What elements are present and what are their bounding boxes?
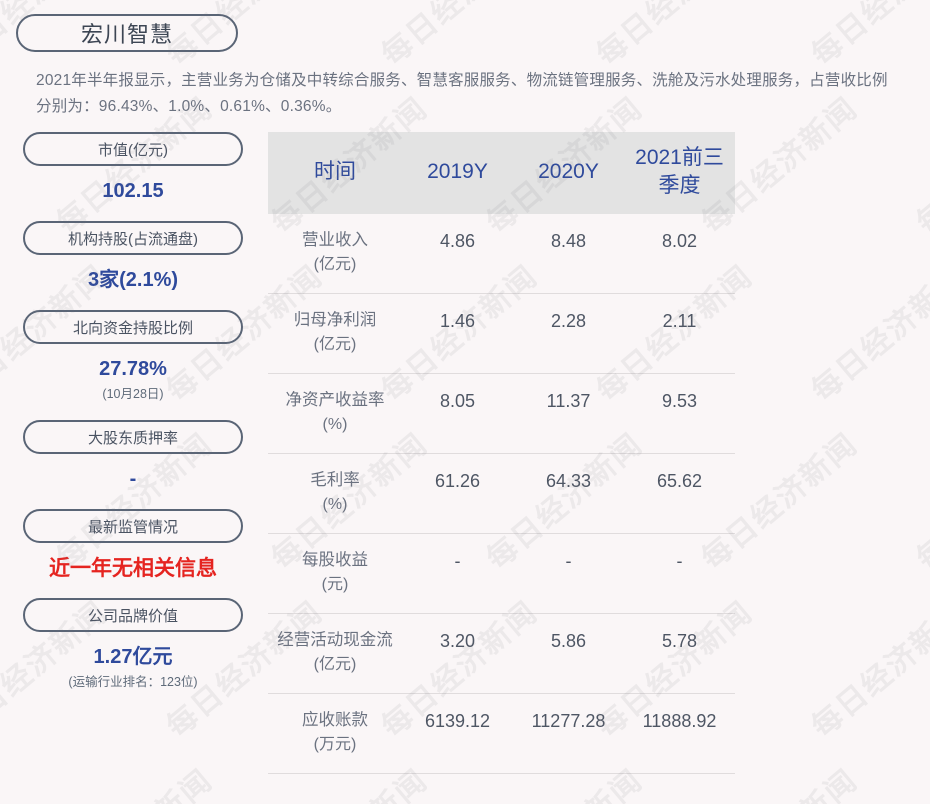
metric-block: 机构持股(占流通盘) 3家(2.1%) bbox=[14, 221, 252, 294]
row-value-cell: 8.48 bbox=[513, 214, 624, 294]
row-label-cell: 应收账款 (万元) bbox=[268, 693, 402, 774]
table-col-header-time: 时间 bbox=[268, 132, 402, 214]
row-unit: (亿元) bbox=[313, 336, 357, 353]
row-value-cell: 4.86 bbox=[402, 214, 513, 294]
table-header-row: 时间 2019Y 2020Y 2021前三季度 bbox=[268, 132, 735, 214]
table-row: 每股收益 (元) - - - bbox=[268, 533, 735, 614]
table-row: 净资产收益率 (%) 8.05 11.37 9.53 bbox=[268, 373, 735, 454]
row-value-cell: - bbox=[513, 533, 624, 614]
row-unit: (元) bbox=[321, 576, 349, 593]
row-unit: (万元) bbox=[313, 736, 357, 753]
row-unit: (%) bbox=[322, 496, 348, 513]
row-value-cell: 6139.12 bbox=[402, 693, 513, 774]
row-unit: (亿元) bbox=[313, 656, 357, 673]
metric-value-alert: 近一年无相关信息 bbox=[49, 557, 217, 580]
row-value-cell: 5.78 bbox=[624, 613, 735, 694]
metric-block: 北向资金持股比例 27.78% (10月28日) bbox=[14, 310, 252, 404]
row-value-cell: 11888.92 bbox=[624, 693, 735, 774]
table-row: 归母净利润 (亿元) 1.46 2.28 2.11 bbox=[268, 293, 735, 374]
table-col-header-period: 2019Y bbox=[402, 132, 513, 214]
metric-block: 公司品牌价值 1.27亿元 (运输行业排名：123位) bbox=[14, 598, 252, 692]
row-label-cell: 毛利率 (%) bbox=[268, 453, 402, 534]
table-head: 时间 2019Y 2020Y 2021前三季度 bbox=[268, 132, 735, 214]
row-value-cell: 5.86 bbox=[513, 613, 624, 694]
metric-label-pill[interactable]: 公司品牌价值 bbox=[23, 598, 243, 632]
row-value-cell: 9.53 bbox=[624, 373, 735, 454]
metric-label-pill[interactable]: 大股东质押率 bbox=[23, 420, 243, 454]
row-value-cell: - bbox=[402, 533, 513, 614]
content-columns: 市值(亿元) 102.15 机构持股(占流通盘) 3家(2.1%) 北向资金持股比例 27… bbox=[0, 132, 930, 774]
metrics-column: 市值(亿元) 102.15 机构持股(占流通盘) 3家(2.1%) 北向资金持股比例 27… bbox=[0, 132, 252, 708]
row-value-cell: 2.11 bbox=[624, 293, 735, 374]
metric-label-pill[interactable]: 北向资金持股比例 bbox=[23, 310, 243, 344]
metric-value: 27.78% (10月28日) bbox=[14, 356, 252, 404]
metric-block: 市值(亿元) 102.15 bbox=[14, 132, 252, 205]
row-value-cell: 1.46 bbox=[402, 293, 513, 374]
row-value-cell: 64.33 bbox=[513, 453, 624, 534]
metric-value: 3家(2.1%) bbox=[87, 269, 179, 291]
row-value-cell: 11277.28 bbox=[513, 693, 624, 774]
table-body: 营业收入 (亿元) 4.86 8.48 8.02 归母净利润 (亿元) 1.46 2.28 2.1… bbox=[268, 214, 735, 774]
row-value-cell: 2.28 bbox=[513, 293, 624, 374]
row-value-cell: 8.05 bbox=[402, 373, 513, 454]
financial-table: 时间 2019Y 2020Y 2021前三季度 营业收入 (亿元) 4.86 8.48 8.0… bbox=[268, 132, 735, 774]
row-unit: (亿元) bbox=[313, 256, 357, 273]
metric-subtext: (10月28日) bbox=[102, 387, 164, 401]
table-row: 毛利率 (%) 61.26 64.33 65.62 bbox=[268, 453, 735, 534]
metric-label-pill[interactable]: 机构持股(占流通盘) bbox=[23, 221, 243, 255]
row-value-cell: 61.26 bbox=[402, 453, 513, 534]
table-col-header-period: 2021前三季度 bbox=[624, 132, 735, 214]
table-row: 应收账款 (万元) 6139.12 11277.28 11888.92 bbox=[268, 693, 735, 774]
row-label-cell: 经营活动现金流 (亿元) bbox=[268, 613, 402, 694]
metric-block: 大股东质押率 - bbox=[14, 420, 252, 493]
row-label-cell: 每股收益 (元) bbox=[268, 533, 402, 614]
table-row: 经营活动现金流 (亿元) 3.20 5.86 5.78 bbox=[268, 613, 735, 694]
row-label-cell: 净资产收益率 (%) bbox=[268, 373, 402, 454]
table-row: 营业收入 (亿元) 4.86 8.48 8.02 bbox=[268, 214, 735, 294]
row-unit: (%) bbox=[322, 416, 348, 433]
row-value-cell: - bbox=[624, 533, 735, 614]
financial-table-container: 时间 2019Y 2020Y 2021前三季度 营业收入 (亿元) 4.86 8.48 8.0… bbox=[252, 132, 735, 774]
company-title-pill: 宏川智慧 bbox=[16, 14, 238, 52]
row-value-cell: 3.20 bbox=[402, 613, 513, 694]
metric-label-pill[interactable]: 最新监管情况 bbox=[23, 509, 243, 543]
metric-label-pill[interactable]: 市值(亿元) bbox=[23, 132, 243, 166]
table-col-header-period: 2020Y bbox=[513, 132, 624, 214]
row-label-cell: 营业收入 (亿元) bbox=[268, 214, 402, 294]
row-label-cell: 归母净利润 (亿元) bbox=[268, 293, 402, 374]
metric-value: - bbox=[129, 468, 137, 490]
row-value-cell: 11.37 bbox=[513, 373, 624, 454]
business-description: 2021年半年报显示，主营业务为仓储及中转综合服务、智慧客服服务、物流链管理服务… bbox=[36, 72, 888, 115]
row-value-cell: 65.62 bbox=[624, 453, 735, 534]
metric-block: 最新监管情况近一年无相关信息 bbox=[14, 509, 252, 582]
metric-value: 1.27亿元 (运输行业排名：123位) bbox=[14, 644, 252, 692]
metric-subtext: (运输行业排名：123位) bbox=[68, 675, 198, 689]
row-value-cell: 8.02 bbox=[624, 214, 735, 294]
metric-value: 102.15 bbox=[102, 180, 164, 202]
title-row: 宏川智慧 bbox=[0, 0, 930, 52]
